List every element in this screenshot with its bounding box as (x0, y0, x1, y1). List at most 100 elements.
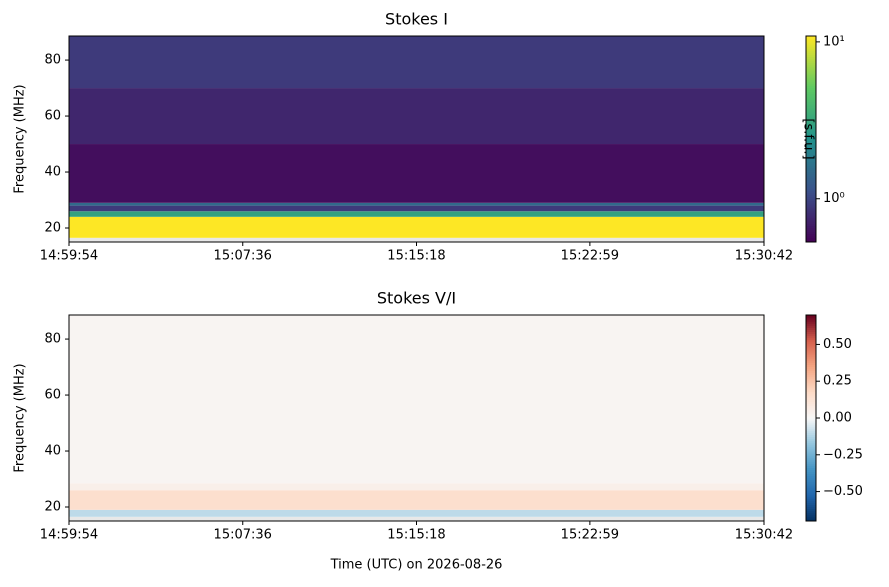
colorbar-slice (806, 403, 816, 407)
colorbar-slice (806, 42, 816, 45)
x-tick-label: 15:22:59 (561, 528, 619, 543)
colorbar-tick-label: 10⁰ (823, 191, 845, 206)
colorbar-slice (806, 200, 816, 204)
colorbar-slice (806, 508, 816, 512)
colorbar-slice (806, 411, 816, 415)
colorbar-slice (806, 518, 816, 522)
colorbar-slice (806, 192, 816, 196)
colorbar-slice (806, 149, 816, 152)
colorbar-slice (806, 132, 816, 136)
colorbar-slice (806, 339, 816, 343)
colorbar-slice (806, 97, 816, 101)
colorbar-slice (806, 75, 816, 78)
colorbar-slice (806, 106, 816, 109)
colorbar-slice (806, 496, 816, 499)
heatmap-row (69, 483, 764, 491)
colorbar-slice (806, 233, 816, 237)
colorbar-slice (806, 215, 816, 218)
colorbar-slice (806, 465, 816, 468)
colorbar-slice (806, 178, 816, 181)
colorbar-slice (806, 453, 816, 456)
colorbar-slice (806, 60, 816, 64)
colorbar-slice (806, 48, 816, 51)
y-tick-label: 60 (44, 388, 61, 403)
x-tick-label: 14:59:54 (40, 528, 98, 543)
x-tick-label: 15:30:42 (735, 249, 793, 264)
colorbar-slice (806, 393, 816, 396)
heatmap-row (69, 237, 764, 242)
colorbar-slice (806, 376, 816, 380)
colorbar-slice (806, 66, 816, 70)
colorbar-slice (806, 46, 816, 49)
x-tick-label: 14:59:54 (40, 249, 98, 264)
y-axis-label: Frequency (MHz) (13, 363, 28, 472)
heatmap-row (69, 509, 764, 517)
colorbar-slice (806, 64, 816, 68)
colorbar-slice (806, 506, 816, 510)
colorbar-slice (806, 229, 816, 233)
colorbar-slice (806, 327, 816, 330)
colorbar-slice (806, 516, 816, 520)
colorbar-slice (806, 500, 816, 503)
colorbar-slice (806, 510, 816, 514)
colorbar-slice (806, 319, 816, 322)
colorbar-slice (806, 405, 816, 409)
colorbar-tick-label: −0.25 (823, 447, 863, 462)
panel-title: Stokes V/I (377, 289, 456, 308)
colorbar-slice (806, 85, 816, 88)
x-tick-label: 15:22:59 (561, 249, 619, 264)
colorbar-slice (806, 110, 816, 113)
colorbar-slice (806, 436, 816, 440)
colorbar-slice (806, 366, 816, 370)
colorbar-slice (806, 99, 816, 103)
colorbar-slice (806, 44, 816, 47)
colorbar-slice (806, 360, 816, 363)
colorbar-frame (805, 35, 817, 243)
colorbar-slice (806, 73, 816, 76)
colorbar-slice (806, 463, 816, 466)
colorbar-slice (806, 219, 816, 222)
colorbar-slice (806, 79, 816, 82)
colorbar-slice (806, 420, 816, 423)
colorbar-slice (806, 315, 816, 318)
colorbar-slice (806, 211, 816, 214)
colorbar-slice (806, 108, 816, 111)
colorbar-slice (806, 422, 816, 425)
colorbar-slice (806, 368, 816, 372)
colorbar-slice (806, 182, 816, 185)
colorbar-slice (806, 385, 816, 388)
colorbar-slice (806, 204, 816, 208)
heatmap-row (69, 516, 764, 521)
colorbar-slice (806, 440, 816, 444)
colorbar-slice (806, 432, 816, 435)
colorbar-slice (806, 415, 816, 419)
colorbar-slice (806, 213, 816, 216)
colorbar-slice (806, 428, 816, 431)
colorbar-slice (806, 171, 816, 175)
colorbar-slice (806, 221, 816, 224)
colorbar-slice (806, 190, 816, 194)
colorbar-slice (806, 159, 816, 163)
colorbar-slice (806, 514, 816, 518)
colorbar-slice (806, 321, 816, 324)
colorbar-slice (806, 180, 816, 183)
colorbar-tick-label: 0.00 (823, 411, 852, 426)
heatmap-row (69, 144, 764, 203)
colorbar-slice (806, 494, 816, 497)
colorbar-slice (806, 136, 816, 140)
colorbar-slice (806, 118, 816, 121)
colorbar-slice (806, 186, 816, 189)
colorbar-slice (806, 345, 816, 349)
colorbar-slice (806, 128, 816, 132)
colorbar-slice (806, 126, 816, 130)
colorbar-slice (806, 235, 816, 239)
colorbar-slice (806, 467, 816, 470)
colorbar-slice (806, 395, 816, 398)
colorbar-slice (806, 194, 816, 198)
colorbar-slice (806, 81, 816, 84)
colorbar-label: [s.f.u.] (801, 118, 816, 159)
colorbar-slice (806, 91, 816, 95)
colorbar-slice (806, 329, 816, 332)
colorbar-slice (806, 457, 816, 460)
colorbar-slice (806, 139, 816, 142)
